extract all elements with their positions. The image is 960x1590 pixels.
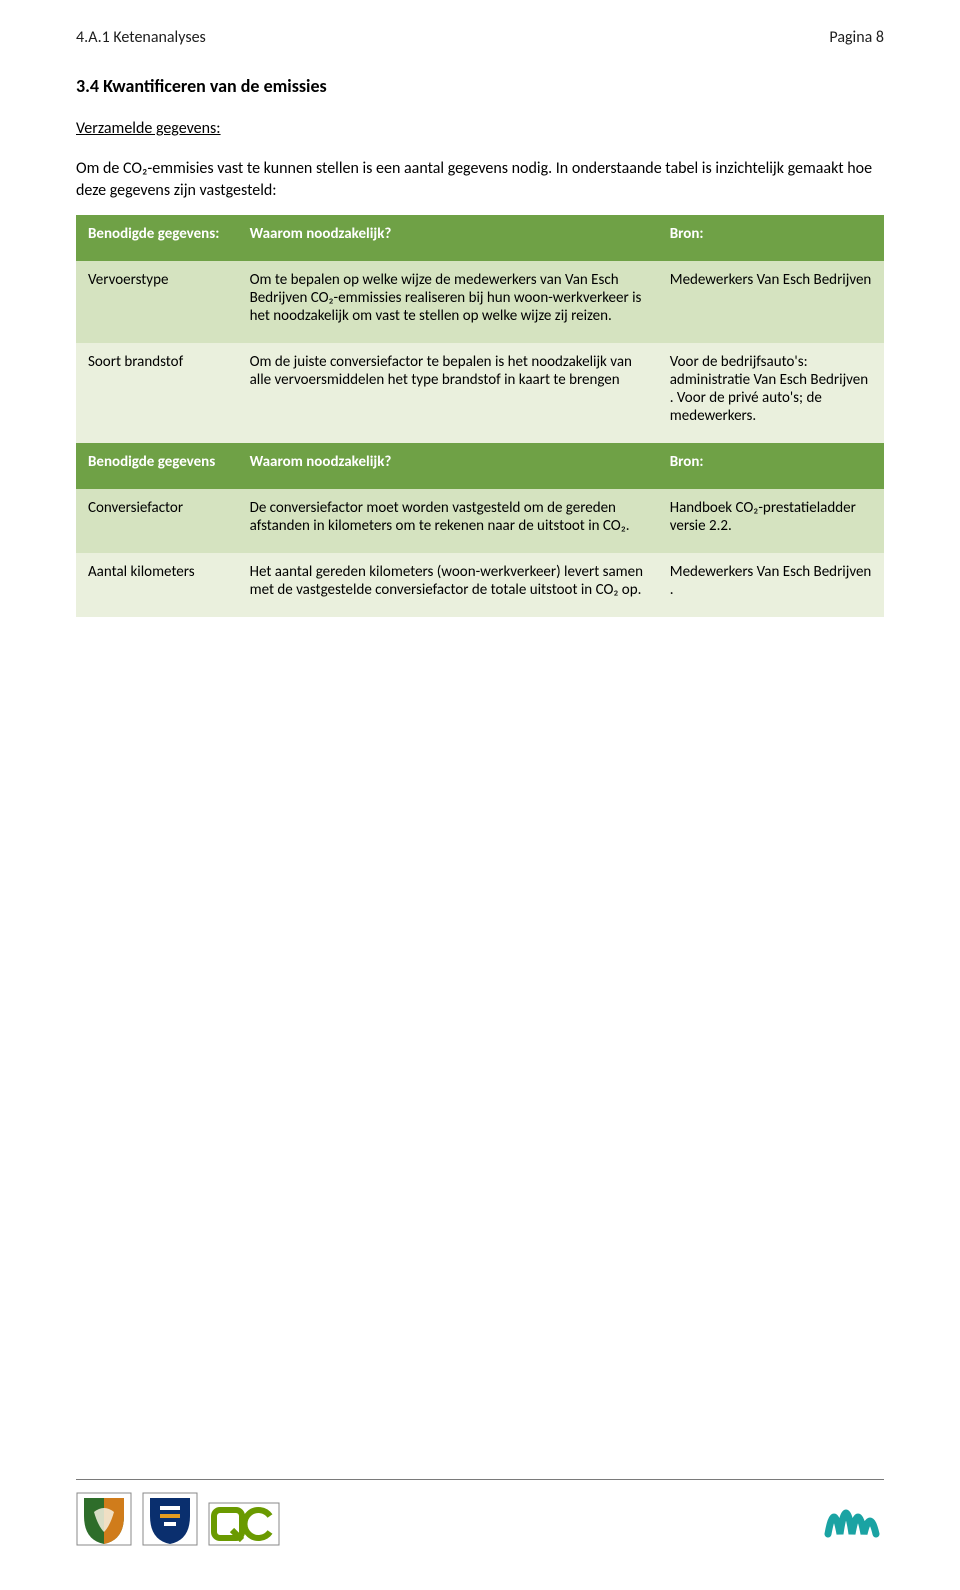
shield-logo-1-icon bbox=[76, 1492, 132, 1546]
section-title: 3.4 Kwantificeren van de emissies bbox=[76, 75, 884, 97]
cell: Medewerkers Van Esch Bedrijven . bbox=[658, 553, 884, 617]
cell: Voor de bedrijfsauto's: administratie Va… bbox=[658, 343, 884, 443]
sub-title: Verzamelde gegevens: bbox=[76, 119, 884, 138]
wave-logo-icon bbox=[822, 1490, 884, 1546]
intro-text: Om de CO₂-emmisies vast te kunnen stelle… bbox=[76, 158, 884, 201]
table-row: Soort brandstof Om de juiste conversiefa… bbox=[76, 343, 884, 443]
table-header-row: Benodigde gegevens Waarom noodzakelijk? … bbox=[76, 443, 884, 489]
table-row: Conversiefactor De conversiefactor moet … bbox=[76, 489, 884, 553]
th-c1: Benodigde gegevens: bbox=[76, 215, 238, 261]
table-row: Vervoerstype Om te bepalen op welke wijz… bbox=[76, 261, 884, 343]
th-c2: Waarom noodzakelijk? bbox=[238, 215, 658, 261]
table-1: Benodigde gegevens: Waarom noodzakelijk?… bbox=[76, 215, 884, 617]
cell: Conversiefactor bbox=[76, 489, 238, 553]
th-c2: Waarom noodzakelijk? bbox=[238, 443, 658, 489]
page-header: 4.A.1 Ketenanalyses Pagina 8 bbox=[76, 28, 884, 47]
shield-logo-2-icon bbox=[142, 1492, 198, 1546]
cell: Handboek CO₂-prestatieladder versie 2.2. bbox=[658, 489, 884, 553]
table-header-row: Benodigde gegevens: Waarom noodzakelijk?… bbox=[76, 215, 884, 261]
th-c3: Bron: bbox=[658, 443, 884, 489]
cell: Om de juiste conversiefactor te bepalen … bbox=[238, 343, 658, 443]
cell: De conversiefactor moet worden vastgeste… bbox=[238, 489, 658, 553]
table-row: Aantal kilometers Het aantal gereden kil… bbox=[76, 553, 884, 617]
cell: Medewerkers Van Esch Bedrijven bbox=[658, 261, 884, 343]
cell: Soort brandstof bbox=[76, 343, 238, 443]
cell: Het aantal gereden kilometers (woon-werk… bbox=[238, 553, 658, 617]
cell: Om te bepalen op welke wijze de medewerk… bbox=[238, 261, 658, 343]
footer-divider bbox=[76, 1479, 884, 1480]
footer-logos-left bbox=[76, 1492, 280, 1546]
th-c3: Bron: bbox=[658, 215, 884, 261]
header-right: Pagina 8 bbox=[829, 28, 884, 47]
qc-logo-icon bbox=[208, 1502, 280, 1546]
cell: Vervoerstype bbox=[76, 261, 238, 343]
cell: Aantal kilometers bbox=[76, 553, 238, 617]
page-footer bbox=[76, 1479, 884, 1546]
header-left: 4.A.1 Ketenanalyses bbox=[76, 28, 206, 47]
th-c1: Benodigde gegevens bbox=[76, 443, 238, 489]
